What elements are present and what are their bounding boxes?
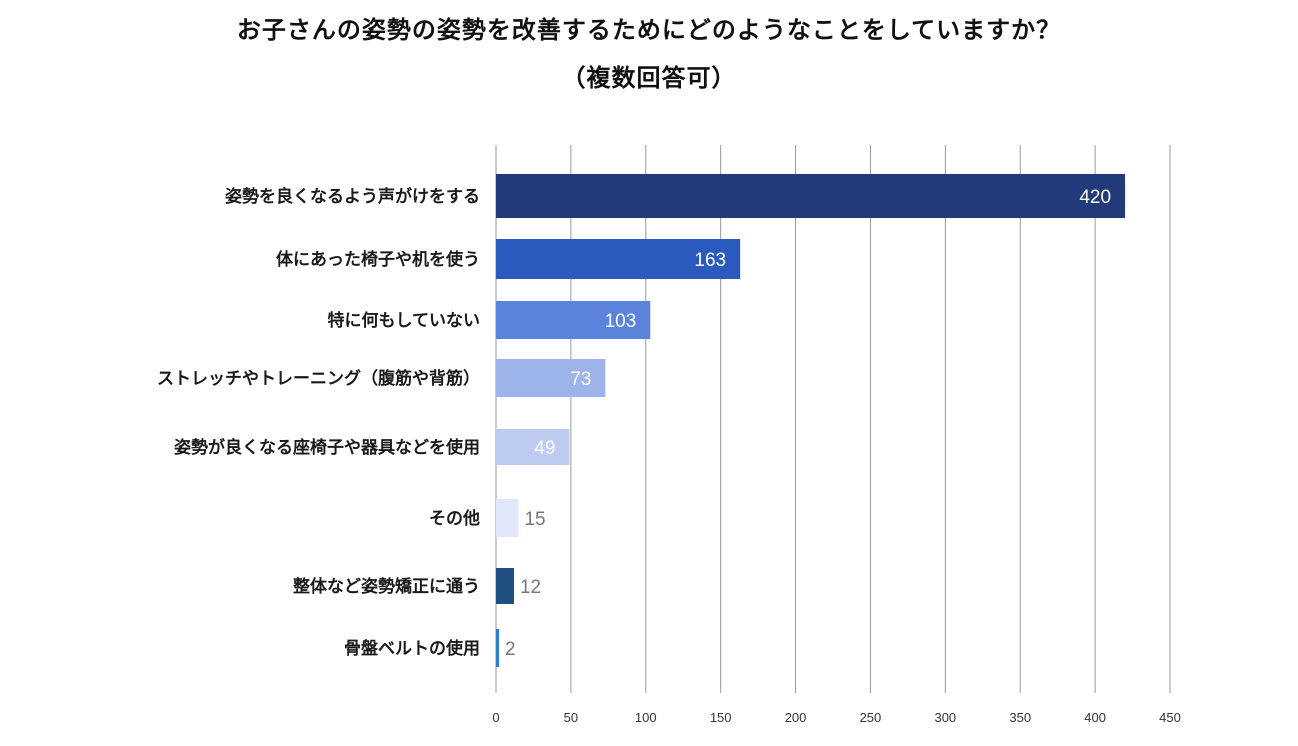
value-labels: 420 163 103 73 49 15 12 2 bbox=[505, 187, 1111, 660]
chart-subtitle: （複数回答可） bbox=[561, 64, 737, 92]
x-tick-label: 200 bbox=[785, 710, 807, 725]
x-tick-label: 100 bbox=[635, 710, 657, 725]
category-label: 整体など姿勢矯正に通う bbox=[293, 576, 480, 597]
data-label: 73 bbox=[570, 369, 591, 390]
chart-title: お子さんの姿勢の姿勢を改善するためにどのようなことをしていますか？ bbox=[236, 16, 1062, 44]
category-label: ストレッチやトレーニング（腹筋や背筋） bbox=[157, 368, 480, 389]
x-tick-label: 300 bbox=[934, 710, 956, 725]
x-tick-label: 150 bbox=[710, 710, 732, 725]
x-tick-label: 400 bbox=[1084, 710, 1106, 725]
category-label: 特に何もしていない bbox=[328, 310, 481, 331]
category-label: その他 bbox=[429, 508, 480, 529]
bar bbox=[496, 568, 514, 604]
bar bbox=[496, 301, 651, 339]
data-label: 103 bbox=[605, 311, 637, 332]
x-tick-label: 350 bbox=[1009, 710, 1031, 725]
category-label: 骨盤ベルトの使用 bbox=[344, 638, 480, 659]
bar bbox=[496, 174, 1126, 218]
data-label: 163 bbox=[694, 250, 726, 271]
category-label: 姿勢を良くなるよう声がけをする bbox=[225, 186, 480, 207]
data-label: 12 bbox=[520, 577, 541, 598]
bar bbox=[496, 629, 499, 667]
x-tick-label: 450 bbox=[1159, 710, 1181, 725]
bar bbox=[496, 239, 741, 279]
category-label: 体にあった椅子や机を使う bbox=[276, 249, 480, 270]
x-tick-label: 50 bbox=[564, 710, 578, 725]
x-tick-label: 0 bbox=[492, 710, 499, 725]
data-label: 49 bbox=[534, 438, 555, 459]
x-tick-label: 250 bbox=[860, 710, 882, 725]
x-axis-ticks: 0 50 100 150 200 250 300 350 400 450 bbox=[492, 710, 1180, 725]
bar bbox=[496, 499, 519, 537]
bar bbox=[496, 429, 570, 465]
data-label: 15 bbox=[524, 509, 545, 530]
data-label: 2 bbox=[505, 639, 516, 660]
gridlines bbox=[495, 145, 1171, 693]
data-label: 420 bbox=[1079, 187, 1111, 208]
bar bbox=[496, 359, 606, 397]
category-labels: 姿勢を良くなるよう声がけをする体にあった椅子や机を使う特に何もしていないストレッ… bbox=[157, 186, 480, 659]
bars bbox=[496, 174, 1126, 667]
category-label: 姿勢が良くなる座椅子や器具などを使用 bbox=[174, 437, 480, 458]
